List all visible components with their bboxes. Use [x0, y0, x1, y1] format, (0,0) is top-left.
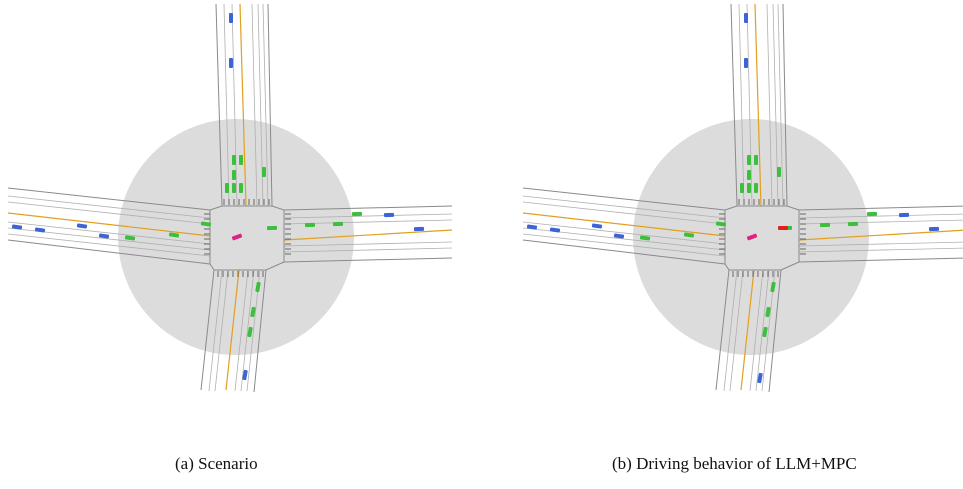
vehicle-blue: [550, 227, 560, 232]
vehicle-blue: [899, 213, 909, 217]
vehicle-green: [848, 222, 858, 226]
vehicle-blue: [229, 13, 233, 23]
vehicle-green: [225, 183, 229, 193]
vehicle-green: [262, 167, 266, 177]
intersection-diagram-scenario: [0, 0, 470, 400]
caption-scenario: (a) Scenario: [175, 454, 258, 474]
highlighted-vehicle: [778, 226, 788, 230]
vehicle-green: [232, 183, 236, 193]
vehicle-green: [747, 155, 751, 165]
vehicle-green: [820, 223, 830, 227]
vehicle-green: [239, 155, 243, 165]
vehicle-blue: [384, 213, 394, 217]
vehicle-green: [740, 183, 744, 193]
vehicle-green: [777, 167, 781, 177]
intersection-diagram-llm-mpc: [515, 0, 963, 400]
caption-llm-mpc: (b) Driving behavior of LLM+MPC: [612, 454, 857, 474]
vehicle-blue: [35, 227, 45, 232]
vehicle-blue: [929, 227, 939, 231]
vehicle-green: [352, 212, 362, 216]
vehicle-green: [232, 170, 236, 180]
vehicle-blue: [414, 227, 424, 231]
vehicle-green: [239, 183, 243, 193]
vehicle-blue: [77, 223, 87, 228]
vehicle-green: [867, 212, 877, 216]
vehicle-green: [267, 226, 277, 230]
vehicle-blue: [744, 58, 748, 68]
vehicle-blue: [229, 58, 233, 68]
vehicle-blue: [744, 13, 748, 23]
panel-scenario: [0, 0, 470, 400]
vehicle-blue: [592, 223, 602, 228]
vehicle-green: [333, 222, 343, 226]
vehicle-green: [754, 155, 758, 165]
vehicle-green: [305, 223, 315, 227]
vehicle-green: [754, 183, 758, 193]
panel-llm-mpc: [515, 0, 963, 400]
vehicle-green: [232, 155, 236, 165]
vehicle-green: [747, 170, 751, 180]
vehicle-green: [747, 183, 751, 193]
